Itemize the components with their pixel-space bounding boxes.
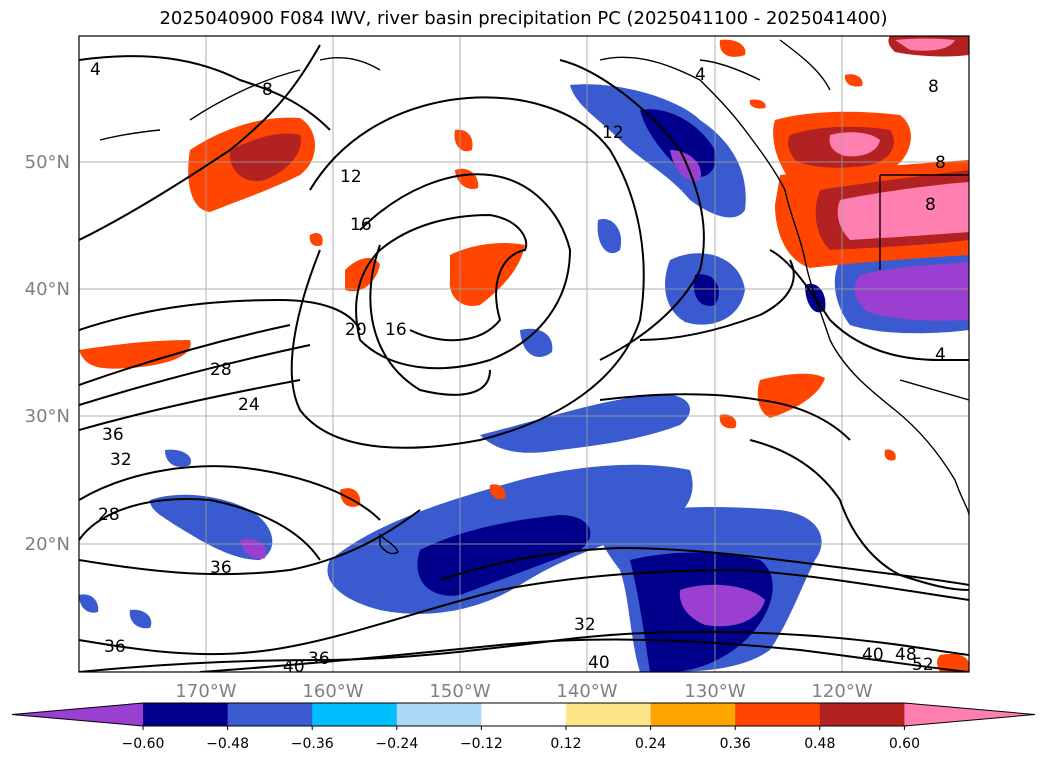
colorbar-segment — [566, 703, 652, 726]
coastlines — [99, 39, 969, 555]
contour-label: 8 — [925, 195, 936, 215]
contour-label: 16 — [385, 320, 407, 340]
lon-tick-label: 120°W — [811, 681, 872, 702]
iwv-contours — [79, 44, 969, 672]
colorbar-tick-label: −0.48 — [206, 736, 249, 752]
colorbar-segment — [143, 703, 229, 726]
contour-label: 12 — [602, 123, 624, 143]
contour-label: 24 — [238, 395, 260, 415]
colorbar-segment — [735, 703, 821, 726]
colorbar-tick-label: −0.12 — [460, 736, 503, 752]
precip-positive-fields — [79, 36, 969, 672]
lat-tick-label: 40°N — [25, 279, 70, 300]
lat-tick-label: 20°N — [25, 534, 70, 555]
contour-label: 36 — [102, 425, 124, 445]
map-title: 2025040900 F084 IWV, river basin precipi… — [159, 8, 888, 29]
colorbar-tick-label: −0.60 — [122, 736, 165, 752]
lon-tick-label: 150°W — [429, 681, 490, 702]
map-gridlines — [79, 36, 969, 672]
contour-label: 20 — [345, 320, 367, 340]
contour-label: 28 — [210, 360, 232, 380]
contour-label: 8 — [935, 153, 946, 173]
contour-label: 40 — [588, 653, 610, 673]
lon-tick-labels: 170°W 160°W 150°W 140°W 130°W 120°W — [175, 681, 872, 702]
contour-label: 12 — [340, 167, 362, 187]
colorbar-tick-label: −0.36 — [291, 736, 334, 752]
contour-label: 28 — [98, 505, 120, 525]
colorbar-tick-label: 0.12 — [550, 736, 581, 752]
contour-label: 8 — [262, 80, 273, 100]
colorbar-tick-label: 0.60 — [889, 736, 920, 752]
contour-label: 8 — [928, 77, 939, 97]
colorbar-segment — [396, 703, 482, 726]
lon-tick-label: 170°W — [175, 681, 236, 702]
colorbar-extend-low — [12, 703, 143, 726]
map-frame — [78, 35, 970, 673]
contour-label: 4 — [695, 65, 706, 85]
colorbar-tick-label: −0.24 — [375, 736, 418, 752]
contour-labels: 4 8 12 12 16 16 20 24 28 28 32 32 36 36 … — [90, 60, 946, 677]
contour-label: 52 — [912, 655, 934, 675]
contour-label: 4 — [935, 345, 946, 365]
contour-label: 40 — [283, 657, 305, 677]
lat-tick-labels: 50°N 40°N 30°N 20°N — [25, 152, 70, 555]
contour-label: 48 — [895, 645, 917, 665]
lon-tick-label: 130°W — [684, 681, 745, 702]
lon-tick-label: 140°W — [556, 681, 617, 702]
lat-tick-label: 30°N — [25, 406, 70, 427]
colorbar-tick-label: 0.48 — [804, 736, 835, 752]
colorbar-tick-label: 0.24 — [635, 736, 666, 752]
colorbar-tick-label: 0.36 — [720, 736, 751, 752]
colorbar-extend-high — [904, 703, 1035, 726]
colorbar-segment — [312, 703, 398, 726]
lat-tick-label: 50°N — [25, 152, 70, 173]
contour-label: 32 — [574, 615, 596, 635]
colorbar-segment — [481, 703, 567, 726]
colorbar-segment — [819, 703, 905, 726]
colorbar: −0.60 −0.48 −0.36 −0.24 −0.12 0.12 0.24 0.36 0.4… — [11, 702, 1036, 752]
colorbar-segment — [227, 703, 313, 726]
contour-label: 16 — [350, 215, 372, 235]
precip-negative-fields — [79, 84, 969, 672]
colorbar-segment — [650, 703, 736, 726]
contour-label: 36 — [308, 649, 330, 669]
contour-label: 32 — [110, 450, 132, 470]
lon-tick-label: 160°W — [302, 681, 363, 702]
contour-label: 36 — [210, 558, 232, 578]
contour-label: 40 — [862, 645, 884, 665]
contour-label: 36 — [104, 637, 126, 657]
contour-label: 4 — [90, 60, 101, 80]
